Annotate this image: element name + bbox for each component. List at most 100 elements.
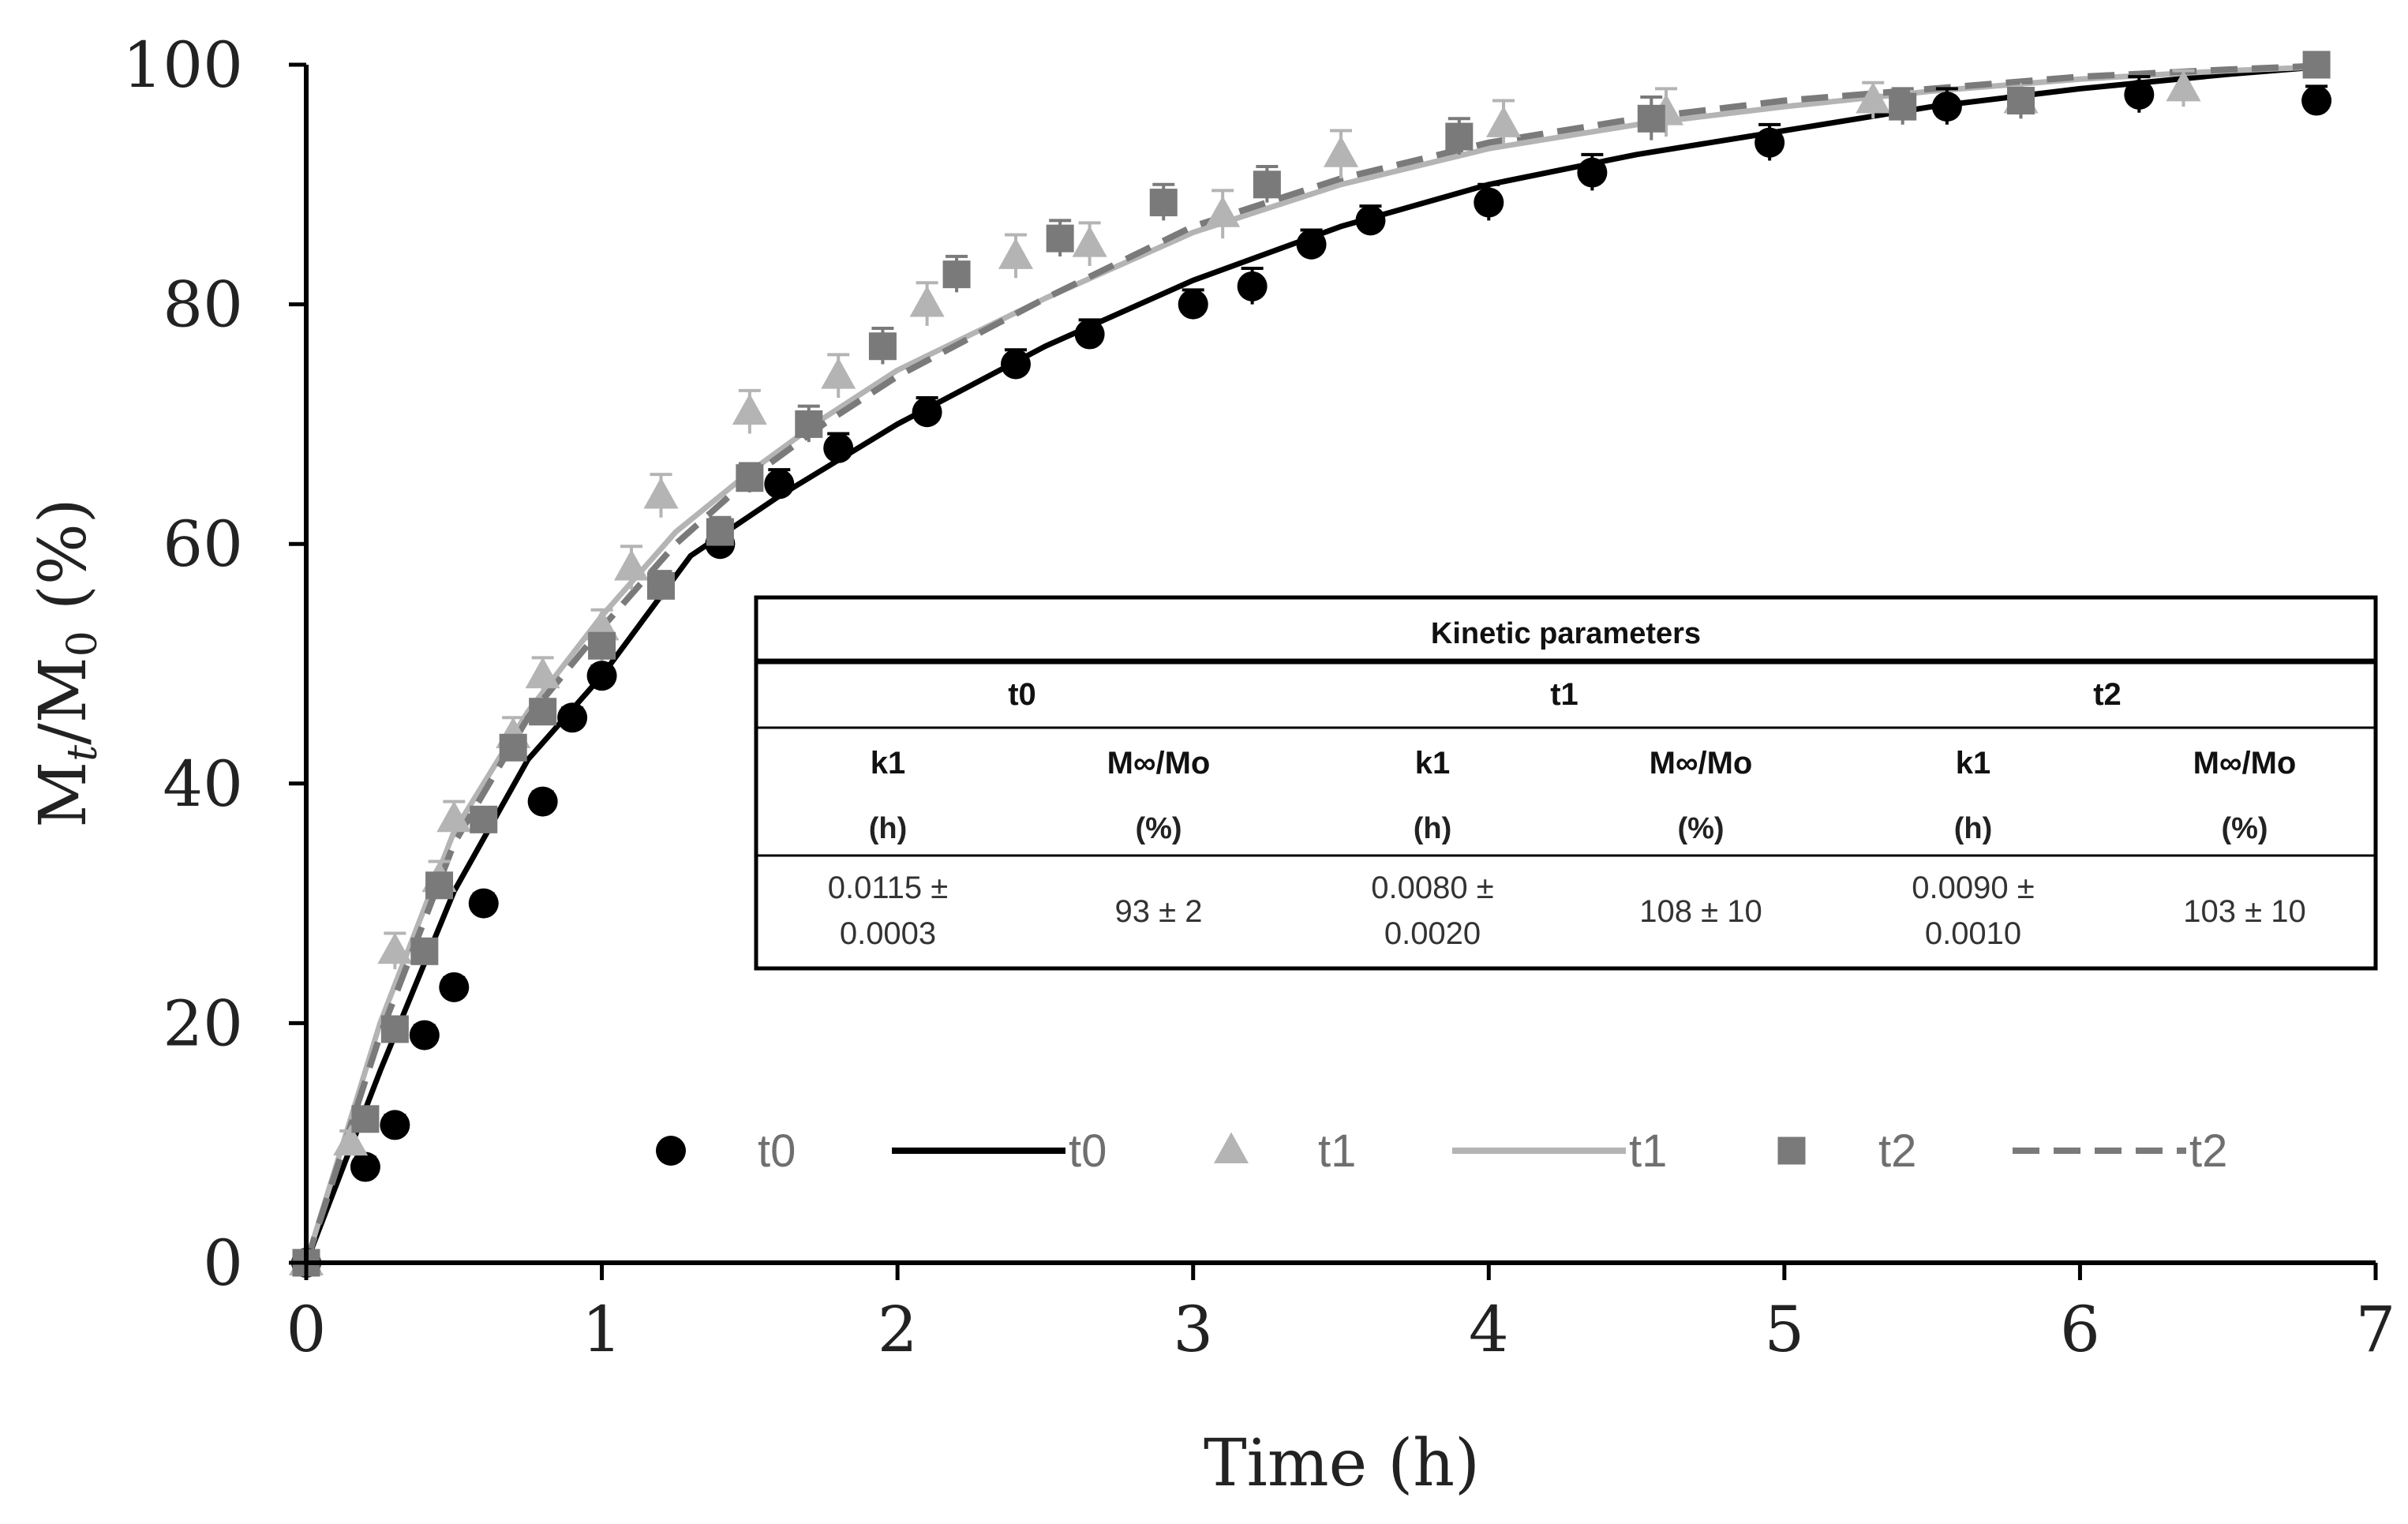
- table-col-header: M∞/Mo: [1650, 746, 1753, 781]
- table-col-header: k1: [1956, 746, 1991, 781]
- point-t2: [706, 518, 734, 546]
- point-t1: [377, 932, 413, 964]
- y-axis-title-tail: (%): [26, 498, 101, 631]
- point-t0: [1000, 349, 1031, 380]
- table-col-unit: (h): [1954, 812, 1993, 845]
- point-t0: [527, 786, 558, 817]
- point-t2: [529, 698, 557, 726]
- point-t2: [499, 733, 527, 762]
- table-col-unit: (%): [2221, 812, 2268, 845]
- point-t0: [1755, 127, 1785, 158]
- point-t0: [764, 469, 795, 500]
- point-t0: [1178, 289, 1208, 320]
- legend-label-t2: t2: [1878, 1125, 1916, 1177]
- table-group-t0: t0: [1008, 677, 1036, 712]
- table-group-t1: t1: [1550, 677, 1578, 712]
- y-axis-title-sub2: 0: [59, 631, 107, 657]
- point-t2: [942, 260, 971, 289]
- kinetic-table: Kinetic parameters t0 t1 t2 k1 M∞/Mo k1 …: [754, 595, 2378, 971]
- table-col-header: k1: [871, 746, 906, 781]
- table-cell-k1-t1-line2: 0.0020: [1384, 916, 1481, 951]
- y-axis-title-sub1: t: [59, 745, 107, 762]
- table-col-header: M∞/Mo: [1107, 746, 1211, 781]
- point-t1: [333, 1124, 369, 1156]
- point-t2: [1253, 170, 1281, 199]
- legend-marker-t0: [656, 1136, 686, 1166]
- legend-label-t2: t2: [2189, 1125, 2227, 1177]
- x-axis-title: Time (h): [1204, 1426, 1480, 1501]
- point-t1: [1323, 136, 1359, 167]
- table-col-unit: (%): [1135, 812, 1182, 845]
- table-frame: [754, 595, 2378, 971]
- point-t1: [613, 549, 650, 581]
- data-points: [288, 51, 2332, 1278]
- point-t0: [439, 972, 470, 1002]
- point-t0: [350, 1151, 380, 1182]
- point-t1: [1072, 226, 1107, 257]
- point-t1: [525, 657, 560, 689]
- y-tick-label: 80: [163, 268, 243, 342]
- y-tick-label: 60: [163, 507, 243, 581]
- legend-label-t1: t1: [1318, 1125, 1356, 1177]
- point-t2: [2007, 87, 2035, 115]
- point-t2: [736, 464, 764, 492]
- legend-label-t1: t1: [1629, 1125, 1667, 1177]
- point-t2: [795, 410, 823, 438]
- x-tick-label: 4: [1469, 1293, 1509, 1366]
- x-tick-label: 0: [286, 1293, 327, 1366]
- legend-label-t0: t0: [1069, 1125, 1107, 1177]
- y-tick-label: 40: [163, 747, 243, 821]
- y-tick-label: 20: [163, 987, 243, 1060]
- table-cell-minf-t0: 93 ± 2: [1115, 894, 1203, 929]
- point-t2: [2302, 51, 2331, 79]
- point-t1: [909, 286, 945, 317]
- point-t2: [1046, 224, 1074, 253]
- legend-label-t0: t0: [758, 1125, 796, 1177]
- y-axis-title-main: M: [26, 762, 101, 828]
- table-cell-minf-t2: 103 ± 10: [2183, 894, 2305, 929]
- point-t1: [821, 358, 856, 389]
- point-t2: [1149, 189, 1178, 217]
- table-cell-k1-t0-line1: 0.0115 ±: [828, 871, 948, 905]
- point-t2: [410, 937, 439, 965]
- point-t0: [912, 397, 942, 428]
- table-cell-k1-t2-line1: 0.0090 ±: [1912, 871, 2034, 905]
- point-t1: [1205, 196, 1241, 227]
- point-t2: [425, 871, 454, 900]
- point-t0: [409, 1020, 440, 1050]
- axis-ticks: 0 1 2 3 4 5 6 7 0 20 40 60 80 100: [122, 28, 2395, 1366]
- point-t2: [380, 1015, 409, 1043]
- point-t0: [586, 661, 617, 691]
- point-t2: [351, 1105, 380, 1133]
- point-t0: [1931, 92, 1962, 122]
- point-t1: [643, 477, 679, 509]
- point-t1: [1485, 106, 1522, 137]
- x-tick-label: 3: [1173, 1293, 1213, 1366]
- y-axis-title-mid: /M: [26, 657, 101, 745]
- y-tick-label: 0: [203, 1226, 243, 1300]
- legend-marker-t1: [1213, 1132, 1249, 1163]
- y-axis-title: Mt/M0 (%): [26, 498, 107, 828]
- point-t2: [588, 631, 616, 660]
- legend-marker-t2: [1777, 1136, 1806, 1165]
- point-t1: [2166, 69, 2201, 102]
- point-t1: [436, 800, 472, 833]
- x-tick-label: 2: [878, 1293, 918, 1366]
- table-col-unit: (h): [1414, 812, 1452, 845]
- x-tick-label: 1: [582, 1293, 622, 1366]
- table-col-unit: (h): [869, 812, 908, 845]
- point-t2: [868, 332, 897, 361]
- table-col-header: M∞/Mo: [2193, 746, 2297, 781]
- point-t0: [1074, 319, 1105, 350]
- point-t0: [468, 888, 499, 919]
- x-tick-label: 5: [1764, 1293, 1804, 1366]
- point-t0: [1577, 157, 1608, 188]
- point-t2: [1637, 104, 1665, 133]
- point-t0: [2124, 79, 2155, 110]
- point-t0: [1474, 187, 1504, 218]
- point-t0: [1355, 205, 1386, 236]
- x-tick-label: 7: [2356, 1293, 2396, 1366]
- curve-t2: [303, 62, 2317, 1264]
- table-cell-k1-t0-line2: 0.0003: [840, 916, 936, 951]
